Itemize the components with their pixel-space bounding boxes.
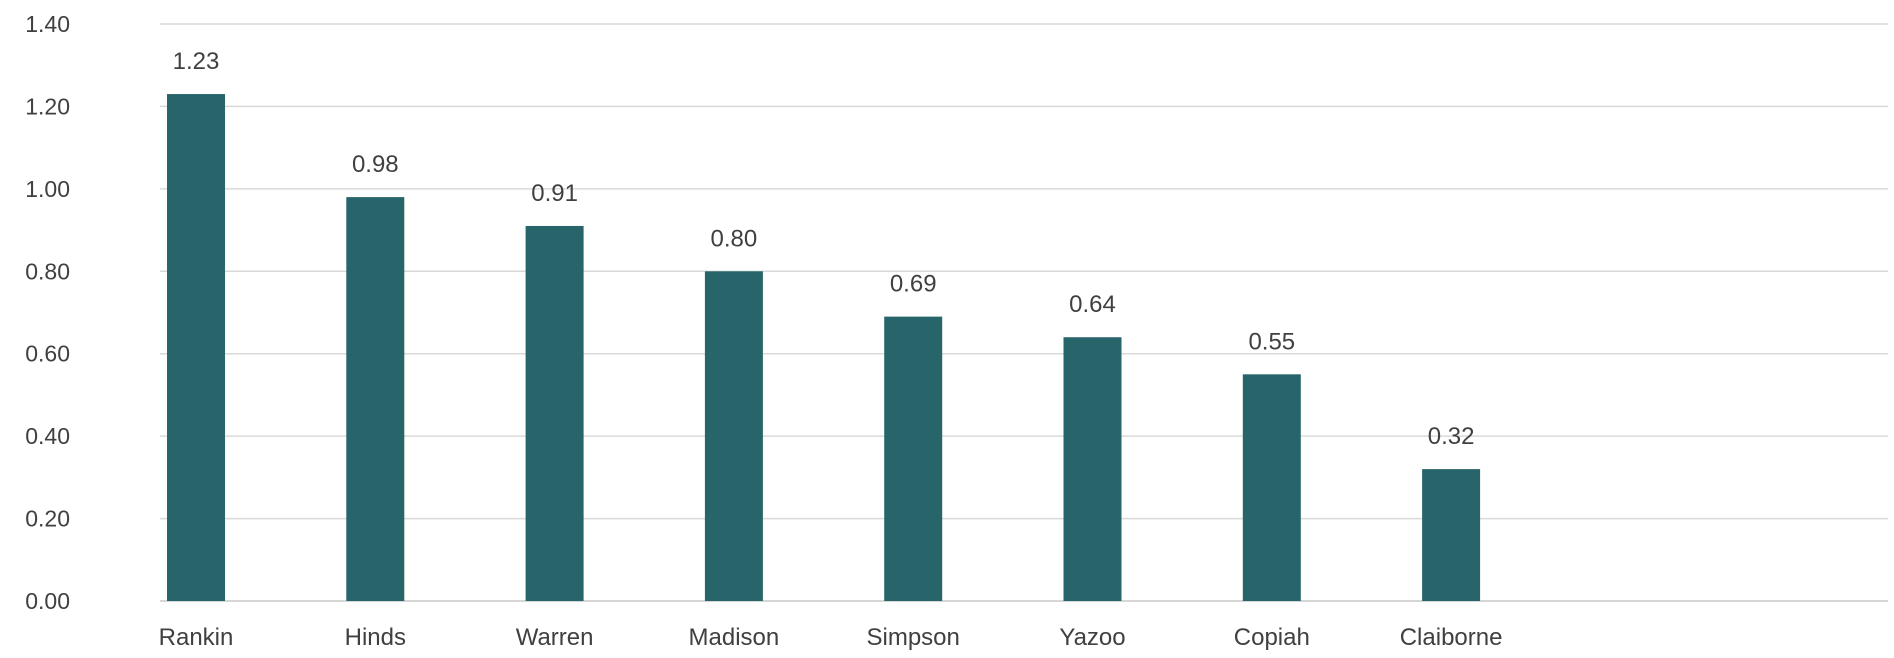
- bar-yazoo: [1063, 337, 1122, 601]
- bar-claiborne: [1422, 469, 1481, 601]
- data-label-warren: 0.91: [531, 180, 578, 207]
- y-tick-label: 0.20: [25, 506, 70, 532]
- bar-warren: [525, 225, 584, 601]
- data-label-rankin: 1.23: [173, 48, 220, 75]
- category-label-madison: Madison: [689, 624, 780, 651]
- category-label-warren: Warren: [516, 624, 594, 651]
- data-label-yazoo: 0.64: [1069, 291, 1116, 318]
- x-axis-category-labels: Rankin Hinds Warren Madison Simpson Yazoo Copi…: [159, 624, 1503, 651]
- y-tick-label: 1.40: [25, 11, 70, 37]
- category-label-simpson: Simpson: [867, 624, 960, 651]
- data-label-claiborne: 0.32: [1428, 423, 1475, 450]
- bar-madison: [704, 271, 763, 601]
- y-tick-label: 0.60: [25, 341, 70, 367]
- y-axis-tick-labels: 0.00 0.20 0.40 0.60 0.80 1.00 1.20 1.40: [25, 11, 70, 614]
- bars: [167, 94, 1481, 602]
- bar-copiah: [1242, 374, 1301, 601]
- category-label-copiah: Copiah: [1234, 624, 1310, 651]
- bar-hinds: [346, 197, 405, 601]
- gridlines: [160, 23, 1888, 602]
- y-tick-label: 0.00: [25, 588, 70, 614]
- category-label-hinds: Hinds: [345, 624, 406, 651]
- data-label-copiah: 0.55: [1248, 328, 1295, 355]
- data-labels: 1.23 0.98 0.91 0.80 0.69 0.64 0.55 0.32: [173, 48, 1475, 450]
- bar-rankin: [167, 94, 225, 602]
- y-tick-label: 0.40: [25, 423, 70, 449]
- category-label-yazoo: Yazoo: [1059, 624, 1125, 651]
- category-label-rankin: Rankin: [159, 624, 234, 651]
- y-tick-label: 1.20: [25, 93, 70, 119]
- data-label-simpson: 0.69: [890, 271, 937, 298]
- data-label-madison: 0.80: [711, 225, 758, 252]
- y-tick-label: 0.80: [25, 258, 70, 284]
- y-tick-label: 1.00: [25, 176, 70, 202]
- data-label-hinds: 0.98: [352, 151, 399, 178]
- category-label-claiborne: Claiborne: [1400, 624, 1503, 651]
- bar-simpson: [884, 316, 943, 601]
